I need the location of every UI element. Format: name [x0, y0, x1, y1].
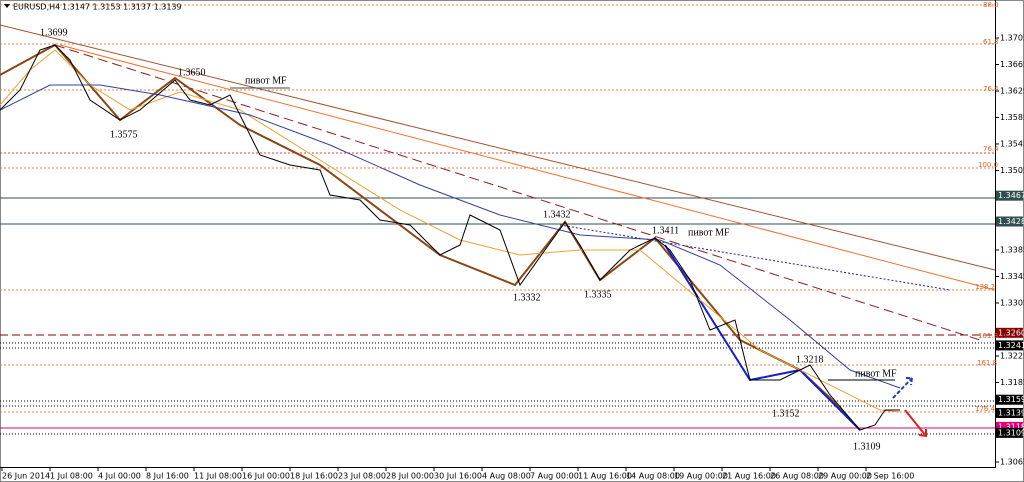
time-label: 30 Jul 16:00 [434, 472, 482, 481]
quote: 1.3147 1.3153 1.3137 1.3139 [62, 3, 182, 12]
annotation: 1.3152 [772, 408, 800, 419]
time-label: 11 Jul 08:00 [194, 472, 242, 481]
annotation: 1.3432 [543, 209, 571, 220]
annotation: 1.3335 [584, 289, 612, 300]
time-label: 18 Jul 16:00 [290, 472, 338, 481]
zigzag [664, 244, 861, 431]
trendlines [0, 24, 996, 438]
price-box-label: 1.3467 [998, 191, 1024, 200]
price-box [996, 407, 1023, 418]
price-box-label: 1.3109 [998, 428, 1024, 437]
price-box [996, 394, 1023, 405]
fib-label: 61.8 [983, 38, 999, 46]
price-box-label: 1.3428 [998, 217, 1024, 226]
time-label: 19 Aug 00:00 [674, 472, 728, 481]
moving-average [0, 49, 901, 413]
price-label: 1.3665 [1000, 60, 1024, 69]
price-label: 1.3705 [1000, 34, 1024, 43]
price-box [996, 327, 1023, 338]
time-label: 8 Jul 16:00 [146, 472, 189, 481]
arrow-down [904, 409, 927, 438]
fib-label: 176.4 [975, 405, 996, 413]
time-label: 4 Jul 00:00 [98, 472, 141, 481]
price-label: 1.3585 [1000, 113, 1024, 122]
fib-label: 138.2 [975, 283, 995, 291]
time-label: 2 Sep 16:00 [866, 472, 914, 481]
time-label: 4 Aug 08:00 [482, 472, 531, 481]
trendline [54, 44, 981, 341]
time-label: 21 Aug 16:00 [722, 472, 776, 481]
price-box [996, 216, 1023, 227]
price-label: 1.3305 [1000, 299, 1024, 308]
price-box-label: 1.3241 [998, 341, 1024, 350]
fib-label: 161.8 [977, 359, 997, 367]
price-label: 1.3545 [1000, 140, 1024, 149]
fib-label: 88.0 [983, 1, 999, 9]
annotation: пивот MF [855, 368, 897, 379]
price-label: 1.3385 [1000, 246, 1024, 255]
annotation: 1.3332 [513, 292, 541, 303]
trendline [59, 44, 996, 291]
price-label: 1.3065 [1000, 458, 1024, 467]
price-label: 1.3625 [1000, 87, 1024, 96]
time-label: 29 Aug 00:00 [818, 472, 872, 481]
annotation: 1.3109 [853, 441, 881, 452]
price-box-label: 1.3159 [998, 395, 1024, 404]
time-label: 28 Jul 00:00 [386, 472, 434, 481]
price-box [996, 421, 1023, 432]
annotation: 1.3650 [178, 67, 206, 78]
annotation: 1.3411 [652, 225, 679, 236]
time-label: 26 Aug 08:00 [770, 472, 824, 481]
fib-label: 76.4 [983, 145, 999, 153]
time-label: 7 Aug 00:00 [530, 472, 579, 481]
fib-label: 76.4 [983, 85, 999, 93]
time-label: 26 Jun 2014 [2, 472, 50, 481]
time-label: 11 Aug 16:00 [578, 472, 632, 481]
annotation: пивот MF [688, 227, 730, 238]
price-label: 1.3225 [1000, 352, 1024, 361]
menu-triangle[interactable] [4, 4, 10, 8]
price-box [996, 427, 1023, 438]
fib-label: 100.0 [978, 161, 998, 169]
price-label: 1.3185 [1000, 378, 1024, 387]
fib-label: 161.8 [978, 332, 998, 340]
symbol: EURUSD,H4 [13, 3, 60, 12]
price-label: 1.3505 [1000, 166, 1024, 175]
price-box [996, 340, 1023, 351]
levels [0, 4, 995, 435]
time-label: 23 Jul 08:00 [338, 472, 386, 481]
moving-average [0, 84, 901, 389]
annotation: 1.3575 [110, 129, 138, 140]
trendline [0, 24, 996, 271]
annotation: 1.3699 [40, 27, 68, 38]
price-box-label: 1.3260 [998, 328, 1024, 337]
price-box [996, 190, 1023, 201]
time-label: 1 Jul 08:00 [50, 472, 93, 481]
price-box-label: 1.3118 [998, 422, 1024, 431]
price-box-label: 1.3139 [998, 408, 1024, 417]
trendline [559, 224, 951, 291]
time-label: 14 Aug 08:00 [626, 472, 680, 481]
annotation: пивот MF [245, 75, 287, 86]
annotation: 1.3218 [796, 354, 824, 365]
arrow-up [892, 377, 914, 399]
price-label: 1.3345 [1000, 272, 1024, 281]
time-label: 16 Jul 00:00 [242, 472, 290, 481]
price-line [0, 44, 900, 431]
